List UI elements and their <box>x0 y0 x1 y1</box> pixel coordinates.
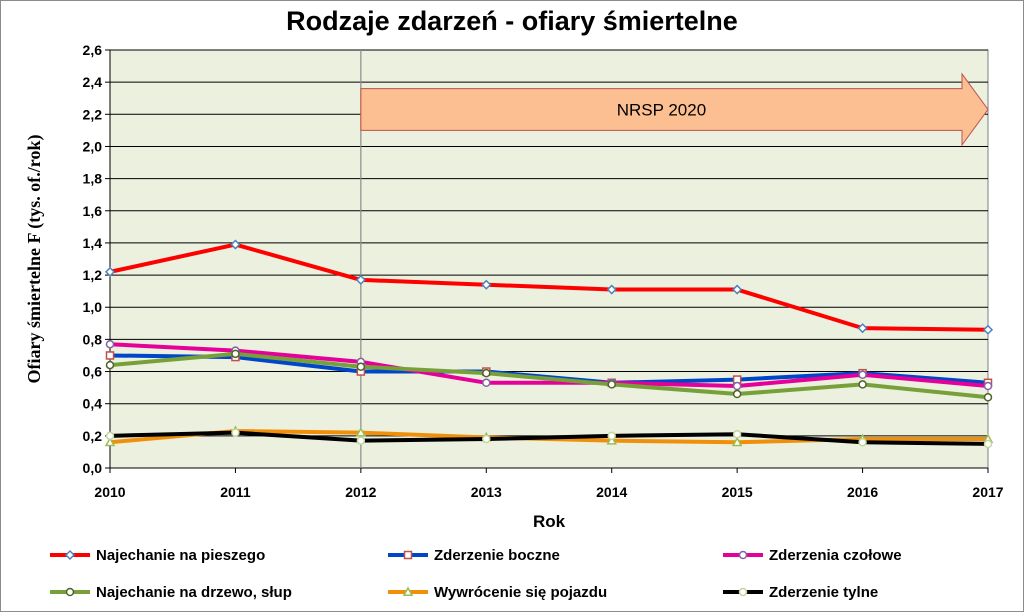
legend-swatch <box>388 550 428 560</box>
chart-title: Rodzaje zdarzeń - ofiary śmiertelne <box>286 6 738 36</box>
legend-label: Zderzenie tylne <box>769 583 879 601</box>
data-point <box>732 429 742 439</box>
x-tick-label: 2010 <box>94 484 125 500</box>
legend-swatch-marker <box>64 549 76 561</box>
data-point <box>606 435 617 445</box>
data-point <box>355 427 367 437</box>
x-tick-label: 2013 <box>471 484 502 500</box>
y-tick-label: 2,6 <box>83 42 103 58</box>
data-point <box>731 436 743 447</box>
data-point <box>983 393 993 402</box>
data-point <box>481 279 492 290</box>
legend-swatch <box>723 587 763 597</box>
x-tick-label: 2016 <box>847 484 878 500</box>
legend-swatch <box>50 549 90 561</box>
data-point <box>230 239 241 250</box>
series-line <box>109 351 989 400</box>
y-tick-label: 2,4 <box>83 74 103 90</box>
x-tick-label: 2015 <box>722 484 753 500</box>
data-point <box>356 436 366 445</box>
series-line <box>109 342 989 389</box>
y-tick-label: 1,6 <box>83 203 103 219</box>
series-4 <box>105 349 993 402</box>
y-tick-label: 1,0 <box>83 299 103 315</box>
legend-item: Zderzenie tylne <box>723 581 878 603</box>
legend-label: Najechanie na drzewo, słup <box>96 583 292 601</box>
data-point <box>983 439 993 449</box>
data-point <box>231 428 240 437</box>
x-tick-label: 2014 <box>596 484 627 500</box>
data-point <box>482 378 491 388</box>
x-tick-label: 2012 <box>345 484 376 500</box>
y-tick-label: 2,0 <box>83 138 103 154</box>
data-point <box>482 434 491 444</box>
data-point <box>105 431 115 441</box>
series-line <box>109 242 989 332</box>
data-point <box>983 381 993 391</box>
legend-swatch-marker <box>402 586 414 596</box>
nrsp-arrow: NRSP 2020 <box>360 72 989 147</box>
nrsp-arrow-label: NRSP 2020 <box>617 100 706 119</box>
legend-label: Najechanie na pieszego <box>96 546 266 564</box>
data-point <box>606 284 617 295</box>
legend-swatch-marker <box>738 587 748 597</box>
data-point <box>732 284 743 295</box>
legend-swatch <box>723 550 763 560</box>
legend-swatch <box>50 587 90 597</box>
y-tick-label: 0,2 <box>83 428 103 444</box>
legend-label: Wywrócenie się pojazdu <box>434 583 608 601</box>
data-point <box>857 323 868 334</box>
legend-swatch-marker <box>403 550 413 560</box>
data-point <box>607 380 616 389</box>
y-tick-label: 0,8 <box>83 331 103 347</box>
data-point <box>858 438 867 447</box>
legend-swatch-marker <box>65 587 75 597</box>
data-point <box>105 360 115 370</box>
x-tick-label: 2017 <box>972 484 1003 500</box>
data-point <box>105 339 115 349</box>
y-tick-label: 0,6 <box>83 364 103 380</box>
legend-item: Wywrócenie się pojazdu <box>388 581 607 603</box>
y-tick-label: 1,8 <box>83 171 103 187</box>
x-tick-label: 2011 <box>220 484 251 500</box>
series-1 <box>104 239 994 335</box>
data-point <box>982 324 994 335</box>
legend-item: Zderzenia czołowe <box>723 544 902 566</box>
legend-item: Zderzenie boczne <box>388 544 560 566</box>
data-point <box>607 431 616 441</box>
legend-item: Najechanie na drzewo, słup <box>50 581 292 603</box>
y-axis-label: Ofiary śmiertelne F (tys. of./rok) <box>24 135 45 384</box>
y-tick-label: 1,4 <box>83 235 103 251</box>
data-point <box>732 381 742 391</box>
y-tick-label: 2,2 <box>83 106 103 122</box>
data-point <box>356 362 366 371</box>
data-point <box>104 266 116 277</box>
y-axis-ticks: 0,0 0,2 0,4 0,6 0,8 1,0 1,2 1,4 1,6 1,8 2,0 2,2 2,4 2… <box>83 42 103 476</box>
series-6 <box>105 428 993 449</box>
legend: Najechanie na pieszego Zderzenie boczne Zd… <box>0 536 1024 612</box>
data-point <box>104 436 116 447</box>
legend-swatch-marker <box>738 550 748 560</box>
series-line <box>109 430 989 446</box>
y-tick-label: 0,0 <box>83 460 103 476</box>
x-axis-ticks: 2010 2011 2012 2013 2014 2015 2016 2017 <box>94 484 1003 500</box>
legend-label: Zderzenia czołowe <box>769 546 902 564</box>
data-point <box>482 368 491 378</box>
data-point <box>105 351 115 360</box>
nrsp-arrow-shape <box>360 72 989 147</box>
data-point <box>732 389 742 399</box>
data-point <box>858 370 867 380</box>
legend-label: Zderzenie boczne <box>434 546 560 564</box>
data-point <box>858 380 867 389</box>
legend-swatch <box>388 586 428 596</box>
x-axis-label: Rok <box>533 512 566 531</box>
data-point <box>355 274 366 285</box>
y-tick-label: 0,4 <box>83 396 103 412</box>
data-point <box>231 349 240 359</box>
series-layer <box>104 239 994 449</box>
y-tick-label: 1,2 <box>83 267 103 283</box>
line-chart: NRSP 2020 0,0 0,2 0,4 0,6 0,8 1,0 1,2 1,4 1,6 1,8… <box>24 42 1004 531</box>
legend-item: Najechanie na pieszego <box>50 544 265 566</box>
